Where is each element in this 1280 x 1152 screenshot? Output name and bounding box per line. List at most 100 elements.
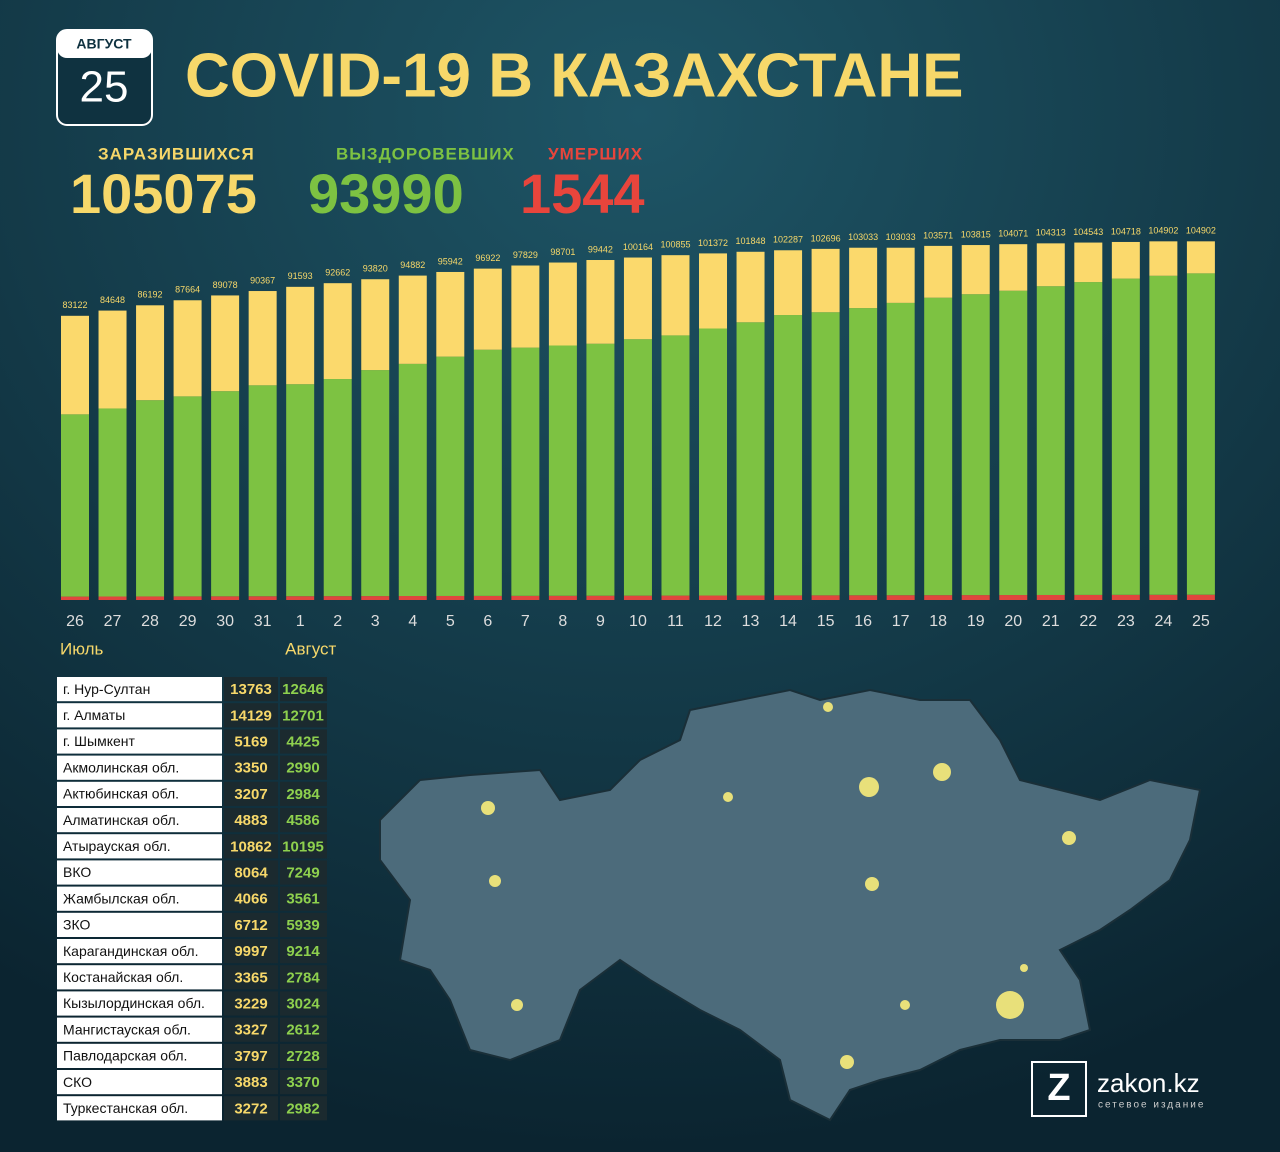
region-name: Кызылординская обл. [63, 995, 205, 1011]
map-dot [900, 1000, 910, 1010]
x-tick-label: 16 [854, 613, 872, 630]
table-cell-bg [280, 912, 327, 937]
bar-segment [61, 315, 89, 415]
table-cell-bg [224, 912, 278, 937]
logo-box [1031, 1061, 1087, 1117]
bar-segment [548, 345, 577, 596]
bar-segment [548, 262, 577, 346]
recovered-count: 2984 [286, 786, 320, 803]
table-cell-bg [280, 1096, 327, 1121]
x-tick-label: 7 [521, 613, 530, 630]
table-cell-bg [224, 1017, 278, 1042]
table-cell-bg [224, 886, 278, 911]
stat-value: 105075 [70, 162, 257, 225]
bar-segment [661, 595, 690, 600]
total-label: 99442 [588, 244, 613, 254]
badge-month: АВГУСТ [76, 36, 132, 52]
bar-segment [511, 595, 540, 600]
bar-segment [136, 400, 165, 597]
recovered-count: 10195 [282, 838, 324, 855]
bar-segment [774, 250, 803, 316]
total-label: 91593 [288, 271, 313, 281]
region-name: ЗКО [63, 917, 90, 933]
table-cell-bg [280, 755, 327, 780]
bar-segment [136, 305, 165, 401]
bar-segment [623, 257, 652, 340]
bar-segment [961, 595, 990, 600]
logo-mark: Z [1047, 1067, 1070, 1109]
x-tick-label: 17 [892, 613, 910, 630]
total-label: 89078 [213, 280, 238, 290]
bar-segment [323, 283, 352, 380]
infected-count: 8064 [234, 864, 268, 881]
bar-segment [811, 595, 840, 600]
table-cell-bg [280, 729, 327, 754]
stat-value: 93990 [308, 162, 464, 225]
infected-count: 3327 [234, 1022, 267, 1039]
total-label: 104543 [1073, 227, 1103, 237]
infected-count: 3365 [234, 969, 267, 986]
x-tick-label: 18 [929, 613, 947, 630]
table-row-bg [57, 1017, 222, 1042]
recovered-count: 2784 [286, 969, 320, 986]
bar-segment [61, 596, 89, 600]
table-row-bg [57, 860, 222, 885]
table-cell-bg [224, 677, 278, 702]
table-cell-bg [224, 991, 278, 1016]
region-name: СКО [63, 1074, 92, 1090]
table-row-bg [57, 755, 222, 780]
bar-segment [323, 596, 352, 600]
badge-day: 25 [80, 63, 129, 112]
x-tick-label: 19 [967, 613, 985, 630]
bar-segment [473, 595, 502, 600]
table-cell-bg [224, 703, 278, 728]
x-tick-label: 5 [446, 613, 455, 630]
total-label: 103033 [848, 232, 878, 242]
bar-segment [398, 275, 427, 364]
bar-segment [1036, 286, 1065, 595]
total-label: 93820 [363, 264, 388, 274]
map-dot [859, 777, 879, 797]
bar-segment [1111, 278, 1140, 595]
bar-segment [661, 335, 690, 596]
table-row-bg [57, 1096, 222, 1121]
map-dot [1062, 831, 1076, 845]
table-cell-bg [280, 939, 327, 964]
map-dot [840, 1055, 854, 1069]
x-tick-label: 10 [629, 613, 647, 630]
recovered-count: 2990 [286, 760, 319, 777]
recovered-count: 9214 [286, 943, 320, 960]
infected-count: 6712 [234, 917, 267, 934]
infected-count: 4883 [234, 812, 267, 829]
bar-segment [323, 379, 352, 597]
bar-segment [699, 595, 728, 600]
total-label: 102287 [773, 235, 803, 245]
total-label: 104313 [1036, 228, 1066, 238]
bar-segment [98, 310, 127, 409]
total-label: 104071 [998, 229, 1028, 239]
bar-segment [286, 384, 315, 597]
region-name: Туркестанская обл. [63, 1100, 188, 1116]
total-label: 101848 [736, 236, 766, 246]
total-label: 104718 [1111, 226, 1141, 236]
bar-segment [849, 247, 878, 309]
table-cell-bg [280, 1070, 327, 1095]
infected-count: 3207 [234, 786, 267, 803]
recovered-count: 2728 [286, 1048, 319, 1065]
total-label: 95942 [438, 256, 463, 266]
bar-segment [398, 363, 427, 597]
bar-segment [811, 248, 840, 313]
table-row-bg [57, 1070, 222, 1095]
bar-segment [436, 595, 465, 600]
table-row-bg [57, 677, 222, 702]
table-row-bg [57, 886, 222, 911]
region-name: Жамбылская обл. [63, 890, 180, 906]
bar-segment [849, 595, 878, 600]
map-dot [823, 702, 833, 712]
map-dots [481, 702, 1076, 1069]
table-cell-bg [224, 965, 278, 990]
table-cell-bg [280, 886, 327, 911]
x-tick-label: 9 [596, 613, 605, 630]
recovered-count: 3024 [286, 995, 320, 1012]
bar-segment [586, 260, 615, 344]
